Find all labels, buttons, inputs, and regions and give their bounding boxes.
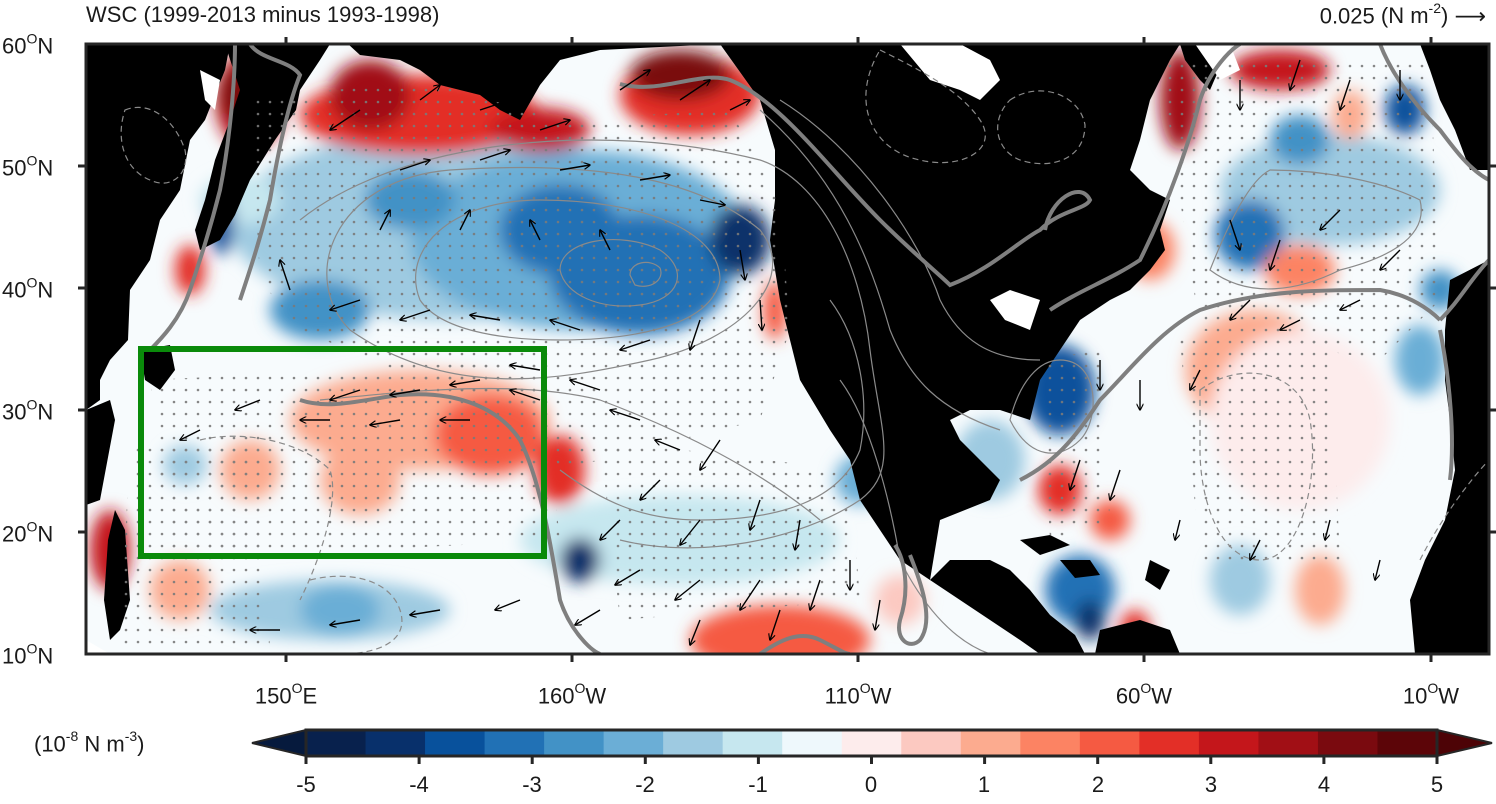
colorbar-tick-label: 0 xyxy=(864,772,878,797)
colorbar-cell xyxy=(722,730,783,756)
colorbar-cell xyxy=(782,730,843,756)
colorbar-tick-label: -1 xyxy=(748,772,768,797)
colorbar-cell xyxy=(663,730,724,756)
y-tick-label-30N: 30ON xyxy=(2,396,54,425)
colorbar-tick-label: 3 xyxy=(1204,772,1218,797)
contour-lines xyxy=(120,49,1489,654)
y-tick-label-50N: 50ON xyxy=(2,152,54,181)
colorbar-cell xyxy=(603,730,664,756)
colorbar-cell xyxy=(484,730,545,756)
x-tick-label-60W: 60OW xyxy=(1115,680,1173,709)
colorbar-cell xyxy=(425,730,486,756)
colorbar-tick-label: -4 xyxy=(409,772,429,797)
colorbar-cell xyxy=(841,730,902,756)
colorbar-cell xyxy=(1020,730,1081,756)
vector-scale-value: 0.025 xyxy=(1319,3,1375,29)
colorbar-cell xyxy=(1377,730,1438,756)
colorbar-cell xyxy=(1258,730,1319,756)
colorbar-cell xyxy=(960,730,1021,756)
map-frame xyxy=(84,42,1491,656)
map-field xyxy=(86,44,1489,654)
x-tick-label-10W: 10OW xyxy=(1402,680,1460,709)
colorbar-cell xyxy=(1317,730,1379,756)
colorbar-cell xyxy=(544,730,605,756)
colorbar-tick-label: 4 xyxy=(1317,772,1331,797)
colorbar-cell xyxy=(1079,730,1140,756)
colorbar-over-arrow xyxy=(1436,728,1493,758)
zero-contour xyxy=(148,44,1489,654)
colorbar-unit-label: (10-8 N m-3) xyxy=(34,728,145,757)
vector-scale-reference: 0.025 (N m-2) ⟶ xyxy=(1319,0,1486,29)
colorbar-cell xyxy=(901,730,962,756)
figure-title: WSC (1999-2013 minus 1993-1998) xyxy=(86,2,440,27)
colorbar-tick-label: -3 xyxy=(522,772,542,797)
axis-ticks xyxy=(78,37,1496,662)
colorbar-tick-label: -2 xyxy=(635,772,655,797)
colorbar-tick-label: 5 xyxy=(1430,772,1444,797)
colorbar-cell xyxy=(1198,730,1260,756)
reference-arrow-icon: ⟶ xyxy=(1454,3,1486,29)
vector-scale-unit: (N m-2) xyxy=(1380,0,1449,29)
x-tick-label-150E: 150OE xyxy=(254,680,318,709)
land-masses xyxy=(86,44,1489,654)
x-tick-label-110W: 110OW xyxy=(824,680,892,709)
y-tick-label-40N: 40ON xyxy=(2,274,54,303)
colorbar-tick-label: -5 xyxy=(296,772,316,797)
y-tick-label-10N: 10ON xyxy=(2,640,54,669)
colorbar-cell xyxy=(1139,730,1200,756)
colorbar-tick-label: 1 xyxy=(977,772,991,797)
y-tick-label-20N: 20ON xyxy=(2,518,54,547)
x-tick-label-160W: 160OW xyxy=(537,680,607,709)
y-tick-label-60N: 60ON xyxy=(2,30,54,59)
colorbar-under-arrow xyxy=(251,728,307,758)
colorbar-tick-label: 2 xyxy=(1091,772,1105,797)
colorbar-cell xyxy=(306,730,367,756)
colorbar xyxy=(251,728,1493,764)
wind-stress-vectors xyxy=(180,59,1400,645)
highlight-box xyxy=(138,346,547,559)
colorbar-cell xyxy=(365,730,426,756)
colorbar-cells xyxy=(306,730,1438,756)
